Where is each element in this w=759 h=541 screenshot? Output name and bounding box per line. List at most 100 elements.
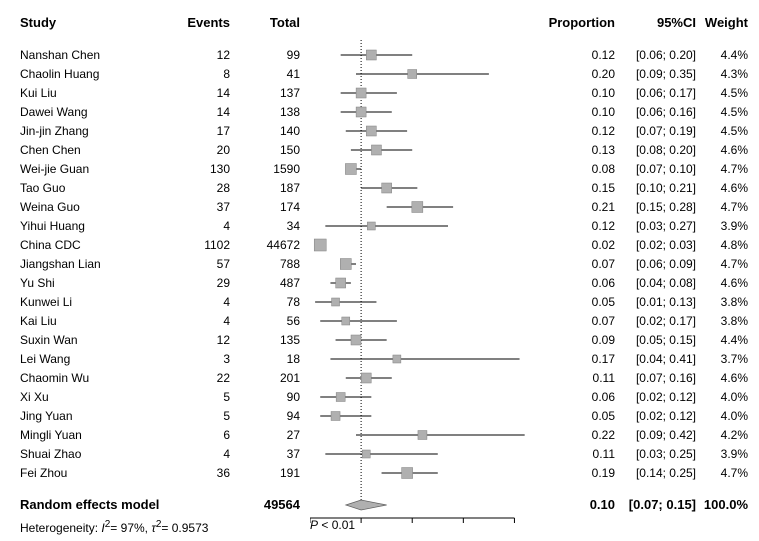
study-name: Chaolin Huang xyxy=(20,65,160,83)
study-total: 78 xyxy=(240,293,300,311)
study-row: Chaomin Wu 22 201 0.11[0.07; 0.16]4.6% xyxy=(0,369,759,387)
summary-label: Random effects model xyxy=(20,496,160,514)
study-events: 130 xyxy=(170,160,230,178)
study-prop: 0.20 xyxy=(545,65,615,83)
study-prop: 0.12 xyxy=(545,122,615,140)
study-events: 22 xyxy=(170,369,230,387)
study-weight: 4.5% xyxy=(700,122,748,140)
study-row: Chen Chen201500.13[0.08; 0.20]4.6% xyxy=(0,141,759,159)
study-prop: 0.10 xyxy=(545,103,615,121)
study-prop: 0.11 xyxy=(545,445,615,463)
study-ci: [0.02; 0.03] xyxy=(618,236,696,254)
study-ci: [0.03; 0.27] xyxy=(618,217,696,235)
study-total: 140 xyxy=(240,122,300,140)
study-weight: 3.8% xyxy=(700,312,748,330)
summary-ci: [0.07; 0.15] xyxy=(618,496,696,514)
study-total: 44672 xyxy=(240,236,300,254)
study-events: 1102 xyxy=(170,236,230,254)
het-tau-val: = 0.9573 xyxy=(161,521,208,535)
study-ci: [0.06; 0.16] xyxy=(618,103,696,121)
study-ci: [0.06; 0.20] xyxy=(618,46,696,64)
study-row: China CDC1102446720.02[0.02; 0.03]4.8% xyxy=(0,236,759,254)
study-ci: [0.04; 0.08] xyxy=(618,274,696,292)
study-ci: [0.02; 0.17] xyxy=(618,312,696,330)
study-row: Fei Zhou361910.19[0.14; 0.25]4.7% xyxy=(0,464,759,482)
summary-prop: 0.10 xyxy=(545,496,615,514)
study-row: Weina Guo371740.21[0.15; 0.28]4.7% xyxy=(0,198,759,216)
study-weight: 4.0% xyxy=(700,388,748,406)
study-ci: [0.03; 0.25] xyxy=(618,445,696,463)
het-i2-val: = 97%, xyxy=(110,521,151,535)
study-ci: [0.08; 0.20] xyxy=(618,141,696,159)
study-name: Nanshan Chen xyxy=(20,46,160,64)
study-ci: [0.04; 0.41] xyxy=(618,350,696,368)
study-name: Suxin Wan xyxy=(20,331,160,349)
study-events: 4 xyxy=(170,217,230,235)
study-events: 4 xyxy=(170,445,230,463)
study-row: Dawei Wang141380.10[0.06; 0.16]4.5% xyxy=(0,103,759,121)
het-p-val: < 0.01 xyxy=(318,518,355,532)
study-ci: [0.02; 0.12] xyxy=(618,407,696,425)
study-row: Wei-jie Guan13015900.08[0.07; 0.10]4.7% xyxy=(0,160,759,178)
hdr-total: Total xyxy=(240,14,300,32)
study-name: Lei Wang xyxy=(20,350,160,368)
study-row: Kui Liu141370.10[0.06; 0.17]4.5% xyxy=(0,84,759,102)
het-prefix: Heterogeneity: xyxy=(20,521,101,535)
study-total: 90 xyxy=(240,388,300,406)
study-total: 201 xyxy=(240,369,300,387)
study-weight: 4.5% xyxy=(700,103,748,121)
hdr-weight: Weight xyxy=(700,14,748,32)
study-ci: [0.10; 0.21] xyxy=(618,179,696,197)
study-weight: 4.0% xyxy=(700,407,748,425)
study-weight: 4.8% xyxy=(700,236,748,254)
study-total: 187 xyxy=(240,179,300,197)
study-total: 99 xyxy=(240,46,300,64)
study-total: 191 xyxy=(240,464,300,482)
study-ci: [0.07; 0.16] xyxy=(618,369,696,387)
study-row: Xi Xu5900.06[0.02; 0.12]4.0% xyxy=(0,388,759,406)
study-name: Yihui Huang xyxy=(20,217,160,235)
study-prop: 0.07 xyxy=(545,255,615,273)
study-name: Chaomin Wu xyxy=(20,369,160,387)
study-events: 29 xyxy=(170,274,230,292)
study-prop: 0.12 xyxy=(545,217,615,235)
study-total: 27 xyxy=(240,426,300,444)
study-prop: 0.11 xyxy=(545,369,615,387)
heterogeneity-text: Heterogeneity: I2= 97%, τ2= 0.9573 xyxy=(20,516,300,537)
study-total: 56 xyxy=(240,312,300,330)
study-row: Nanshan Chen12990.12[0.06; 0.20]4.4% xyxy=(0,46,759,64)
study-ci: [0.06; 0.09] xyxy=(618,255,696,273)
study-weight: 4.2% xyxy=(700,426,748,444)
study-row: Jin-jin Zhang171400.12[0.07; 0.19]4.5% xyxy=(0,122,759,140)
study-weight: 3.9% xyxy=(700,217,748,235)
study-name: Xi Xu xyxy=(20,388,160,406)
study-ci: [0.01; 0.13] xyxy=(618,293,696,311)
study-name: Wei-jie Guan xyxy=(20,160,160,178)
header-row: Study Events Total Proportion 95%CI Weig… xyxy=(0,14,759,32)
study-ci: [0.15; 0.28] xyxy=(618,198,696,216)
study-prop: 0.05 xyxy=(545,407,615,425)
study-events: 14 xyxy=(170,103,230,121)
study-total: 138 xyxy=(240,103,300,121)
study-total: 34 xyxy=(240,217,300,235)
study-row: Yihui Huang 4 34 0.12[0.03; 0.27]3.9% xyxy=(0,217,759,235)
study-prop: 0.10 xyxy=(545,84,615,102)
hdr-ci: 95%CI xyxy=(618,14,696,32)
study-prop: 0.12 xyxy=(545,46,615,64)
study-weight: 4.3% xyxy=(700,65,748,83)
study-events: 12 xyxy=(170,46,230,64)
study-weight: 4.7% xyxy=(700,160,748,178)
study-row: Suxin Wan121350.09[0.05; 0.15]4.4% xyxy=(0,331,759,349)
het-p-label: P xyxy=(310,518,318,532)
study-name: Shuai Zhao xyxy=(20,445,160,463)
study-weight: 4.6% xyxy=(700,369,748,387)
study-events: 20 xyxy=(170,141,230,159)
study-total: 41 xyxy=(240,65,300,83)
study-name: Jiangshan Lian xyxy=(20,255,160,273)
study-row: Jiangshan Lian577880.07[0.06; 0.09]4.7% xyxy=(0,255,759,273)
summary-total: 49564 xyxy=(240,496,300,514)
het-p: P < 0.01 xyxy=(310,516,355,534)
hdr-study: Study xyxy=(20,14,160,32)
study-row: Tao Guo281870.15[0.10; 0.21]4.6% xyxy=(0,179,759,197)
study-name: Jing Yuan xyxy=(20,407,160,425)
